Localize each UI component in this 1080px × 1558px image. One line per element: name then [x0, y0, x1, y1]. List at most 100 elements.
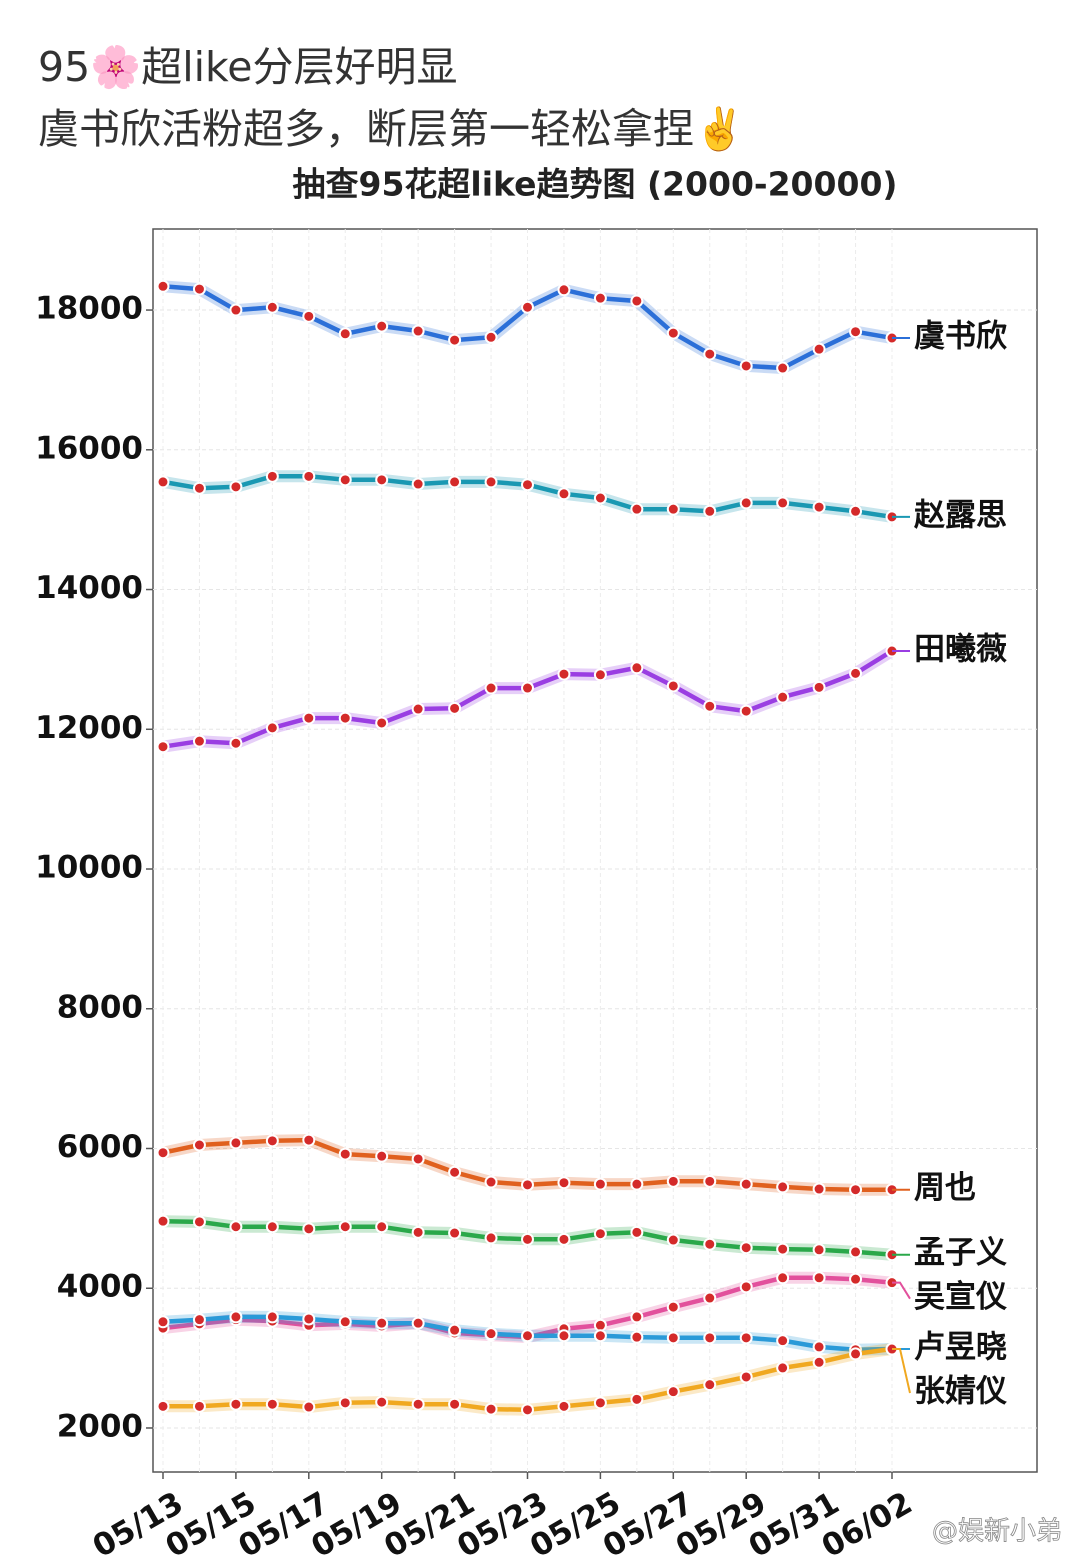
label-connector [892, 1348, 911, 1394]
y-tick-label: 2000 [57, 1408, 143, 1444]
point [812, 1271, 826, 1285]
point [849, 504, 863, 518]
point [849, 1245, 863, 1259]
point [302, 309, 316, 323]
series-label: 赵露思 [913, 497, 1007, 533]
point [484, 330, 498, 344]
y-tick-label: 18000 [35, 291, 143, 327]
point [229, 480, 243, 494]
point [739, 496, 753, 510]
point [849, 1347, 863, 1361]
point [593, 1329, 607, 1343]
point [593, 1396, 607, 1410]
point [630, 1310, 644, 1324]
point [229, 1310, 243, 1324]
point [739, 1331, 753, 1345]
point [739, 1241, 753, 1255]
series-label: 孟子义 [914, 1235, 1007, 1271]
point [630, 1330, 644, 1344]
point [666, 1174, 680, 1188]
point [849, 1183, 863, 1197]
point [812, 680, 826, 694]
point [630, 1177, 644, 1191]
point [265, 1397, 279, 1411]
point [557, 1329, 571, 1343]
point [302, 469, 316, 483]
point [411, 324, 425, 338]
watermark: @娱新小弟 [932, 1517, 1062, 1547]
point [739, 704, 753, 718]
point [593, 1318, 607, 1332]
point [521, 1178, 534, 1192]
point [484, 681, 498, 695]
point [265, 1134, 279, 1148]
point [375, 319, 389, 333]
point [484, 1175, 498, 1189]
point [776, 690, 790, 704]
point [703, 1291, 717, 1305]
point [557, 487, 571, 501]
point [776, 1361, 790, 1375]
y-tick-label: 6000 [57, 1129, 143, 1165]
point [192, 481, 206, 495]
point [812, 500, 826, 514]
y-tick-label: 10000 [35, 850, 143, 886]
point [375, 1316, 389, 1330]
point [849, 666, 863, 680]
point [338, 1220, 352, 1234]
point [302, 1400, 316, 1414]
point [630, 1392, 644, 1406]
point [739, 1177, 753, 1191]
point [776, 1242, 790, 1256]
point [739, 1370, 753, 1384]
series-label: 田曦薇 [914, 632, 1007, 668]
point [448, 1397, 462, 1411]
point [703, 1174, 717, 1188]
point [812, 1182, 826, 1196]
point [448, 1323, 462, 1337]
point [448, 1165, 462, 1179]
point [521, 1329, 534, 1343]
point [302, 1312, 316, 1326]
point [521, 1232, 534, 1246]
point [375, 716, 389, 730]
point [338, 1147, 352, 1161]
point [666, 679, 680, 693]
point [776, 1271, 790, 1285]
point [229, 303, 243, 317]
chart-title: 抽查95花超like趋势图 (2000-20000) [293, 165, 898, 204]
point [411, 1397, 425, 1411]
y-tick-label: 8000 [57, 989, 143, 1025]
series-label: 卢昱晓 [914, 1330, 1007, 1366]
label-connector [892, 1281, 911, 1300]
y-tick-label: 12000 [35, 710, 143, 746]
point [484, 475, 498, 489]
point [375, 1395, 389, 1409]
point [812, 1340, 826, 1354]
point [666, 1300, 680, 1314]
point [521, 300, 534, 314]
point [776, 1180, 790, 1194]
plot-frame [152, 228, 1038, 1473]
y-tick-label: 4000 [57, 1269, 143, 1305]
point [156, 279, 170, 293]
point [666, 502, 680, 516]
point [484, 1327, 498, 1341]
point [156, 1315, 170, 1329]
point [338, 327, 352, 341]
point [484, 1402, 498, 1416]
point [338, 473, 352, 487]
point [448, 701, 462, 715]
post-line: 虞书欣活粉超多，断层第一轻松拿捏✌️ [38, 105, 746, 153]
point [521, 1403, 534, 1417]
post-text: 95🌸超like分层好明显 虞书欣活粉超多，断层第一轻松拿捏✌️ [38, 36, 745, 160]
post-line: 95🌸超like分层好明显 [38, 43, 458, 91]
point [411, 702, 425, 716]
point [411, 477, 425, 491]
point [666, 1233, 680, 1247]
point [593, 491, 607, 505]
point [448, 1226, 462, 1240]
point [229, 736, 243, 750]
